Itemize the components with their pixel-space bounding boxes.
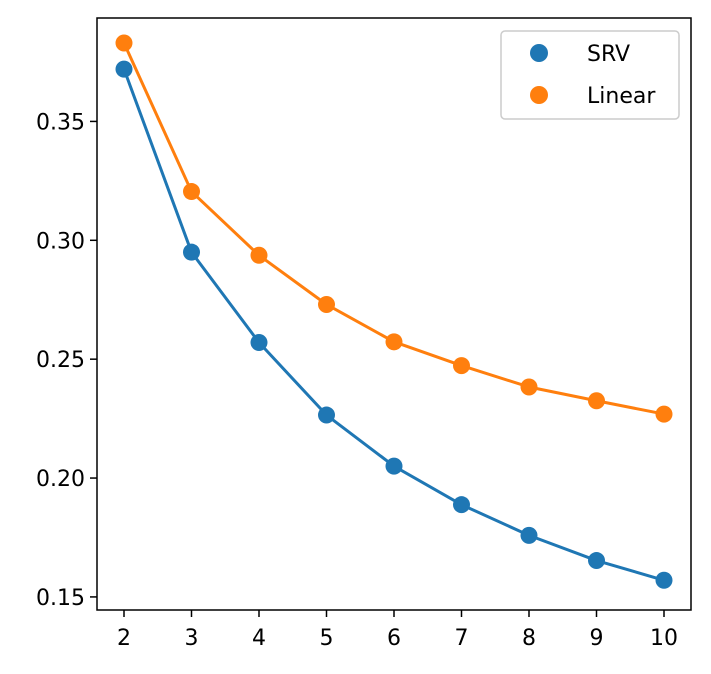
data-point-srv: [655, 571, 673, 589]
y-axis: 0.15 0.20 0.25 0.30 0.35: [36, 110, 97, 611]
data-point-srv: [385, 457, 403, 475]
x-tick-label: 2: [117, 626, 131, 651]
data-point-srv: [115, 60, 133, 78]
x-tick-label: 10: [650, 626, 678, 651]
x-tick-label: 3: [185, 626, 199, 651]
series-layer: [115, 34, 673, 589]
data-point-srv: [520, 526, 538, 544]
legend: SRV Linear: [500, 30, 680, 120]
x-tick-label: 7: [455, 626, 469, 651]
x-tick-label: 4: [252, 626, 266, 651]
legend-marker-srv: [530, 44, 548, 62]
data-point-srv: [318, 406, 335, 424]
y-tick-label: 0.35: [36, 110, 85, 135]
y-tick-label: 0.30: [36, 229, 85, 254]
series-srv: [115, 60, 673, 589]
data-point-srv: [250, 334, 268, 352]
data-point-linear: [453, 357, 470, 375]
y-tick-label: 0.20: [36, 467, 85, 492]
data-point-linear: [520, 378, 538, 396]
legend-label-linear: Linear: [587, 84, 656, 109]
y-tick-label: 0.25: [36, 348, 85, 373]
x-tick-label: 9: [590, 626, 604, 651]
data-point-linear: [250, 246, 268, 264]
series-linear: [115, 34, 673, 423]
x-tick-label: 8: [522, 626, 536, 651]
data-point-linear: [183, 183, 200, 201]
data-point-srv: [588, 552, 605, 570]
data-point-linear: [318, 295, 335, 313]
data-point-linear: [655, 405, 673, 423]
x-axis: 2 3 4 5 6 7 8 9 10: [117, 610, 678, 651]
data-point-srv: [183, 243, 200, 261]
y-tick-label: 0.15: [36, 586, 85, 611]
data-point-srv: [453, 496, 470, 514]
legend-marker-linear: [530, 86, 548, 104]
x-tick-label: 5: [320, 626, 334, 651]
data-point-linear: [385, 333, 403, 351]
data-point-linear: [115, 34, 133, 52]
x-tick-label: 6: [387, 626, 401, 651]
legend-label-srv: SRV: [587, 42, 630, 67]
data-point-linear: [588, 392, 605, 410]
